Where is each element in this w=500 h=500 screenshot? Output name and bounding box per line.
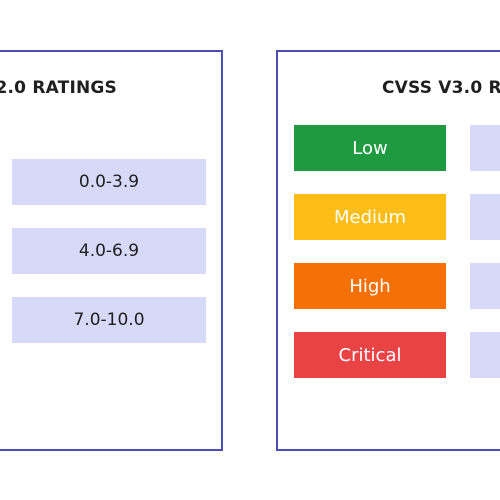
cvss-v2-title: 2.0 RATINGS — [0, 78, 117, 98]
cvss-v2-ratings-panel: 2.0 RATINGS 0.0-3.9 4.0-6.9 7.0-10.0 — [0, 50, 223, 451]
cvss-v3-ratings-panel: CVSS V3.0 RA Low Medium High Critical — [276, 50, 500, 451]
v2-range-low: 0.0-3.9 — [12, 159, 206, 205]
v3-range-critical-box — [470, 332, 500, 378]
cvss-v3-title: CVSS V3.0 RA — [382, 78, 500, 98]
severity-medium-box: Medium — [294, 194, 446, 240]
severity-high-box: High — [294, 263, 446, 309]
v2-range-medium: 4.0-6.9 — [12, 228, 206, 274]
severity-low-box: Low — [294, 125, 446, 171]
v2-range-high: 7.0-10.0 — [12, 297, 206, 343]
severity-critical-box: Critical — [294, 332, 446, 378]
v3-range-low-box — [470, 125, 500, 171]
v3-range-medium-box — [470, 194, 500, 240]
v3-range-high-box — [470, 263, 500, 309]
